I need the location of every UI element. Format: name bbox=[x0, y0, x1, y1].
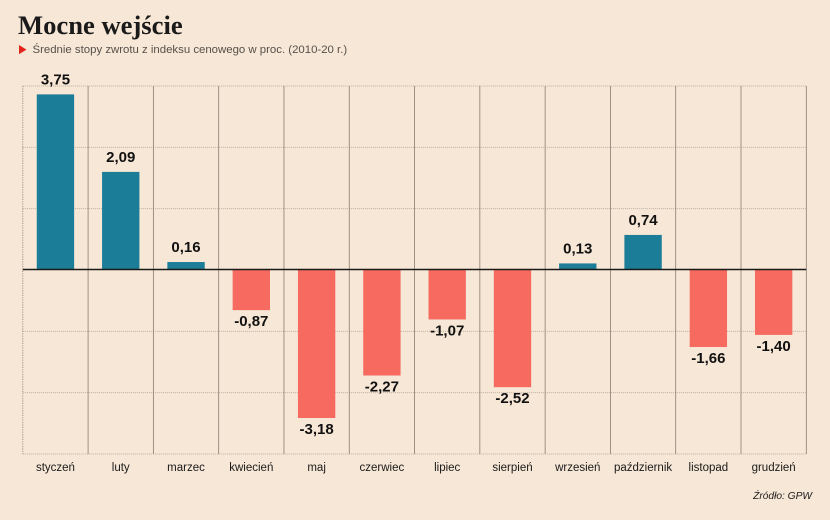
svg-text:kwiecień: kwiecień bbox=[229, 462, 273, 474]
svg-text:czerwiec: czerwiec bbox=[360, 462, 405, 474]
svg-text:3,75: 3,75 bbox=[41, 71, 70, 88]
svg-text:styczeń: styczeń bbox=[36, 462, 75, 474]
svg-text:0,74: 0,74 bbox=[628, 212, 658, 229]
svg-text:2,09: 2,09 bbox=[106, 149, 135, 166]
svg-text:luty: luty bbox=[112, 462, 130, 474]
svg-text:-0,87: -0,87 bbox=[234, 313, 268, 330]
svg-text:-3,18: -3,18 bbox=[300, 421, 334, 438]
svg-text:-1,07: -1,07 bbox=[430, 322, 464, 339]
svg-text:lipiec: lipiec bbox=[434, 462, 460, 474]
svg-text:wrzesień: wrzesień bbox=[554, 462, 600, 474]
svg-text:0,16: 0,16 bbox=[171, 239, 200, 256]
svg-text:-2,52: -2,52 bbox=[495, 390, 529, 407]
svg-text:grudzień: grudzień bbox=[752, 462, 796, 474]
svg-text:listopad: listopad bbox=[689, 462, 729, 474]
svg-text:maj: maj bbox=[307, 462, 326, 474]
svg-text:sierpień: sierpień bbox=[492, 462, 532, 474]
svg-text:-1,66: -1,66 bbox=[691, 350, 725, 367]
svg-text:0,13: 0,13 bbox=[563, 240, 592, 257]
svg-text:marzec: marzec bbox=[167, 462, 205, 474]
svg-text:-1,40: -1,40 bbox=[757, 338, 791, 355]
svg-text:-2,27: -2,27 bbox=[365, 379, 399, 396]
svg-text:październik: październik bbox=[614, 462, 672, 474]
